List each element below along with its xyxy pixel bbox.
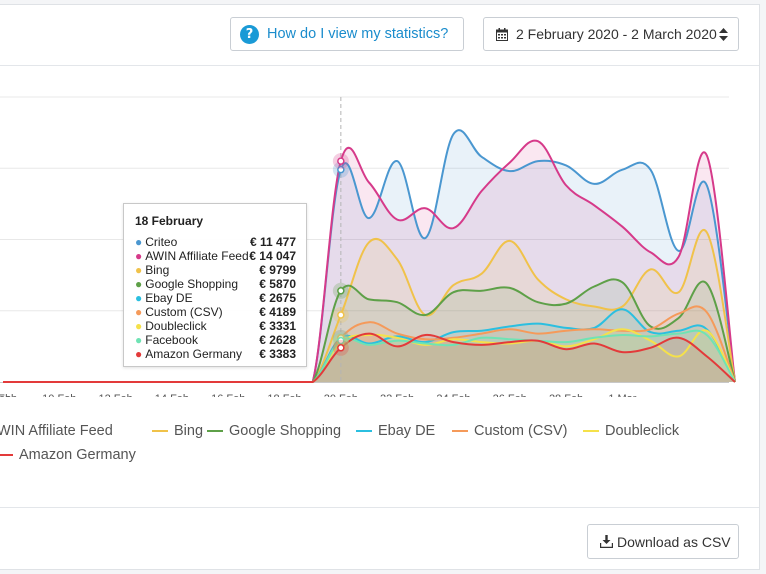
tooltip-series-value: € 5870 <box>259 277 296 291</box>
x-tick-label: 20 Feb <box>324 393 358 397</box>
legend-item[interactable]: Doubleclick <box>583 423 679 439</box>
tooltip-series-value: € 3331 <box>259 319 296 333</box>
series-area <box>3 130 735 382</box>
x-tick-label: 14 Feb <box>155 393 189 397</box>
tooltip-row: ● Facebook € 2628 <box>135 333 296 347</box>
date-range-picker[interactable]: 2 February 2020 - 2 March 2020 <box>483 17 739 51</box>
tooltip-row: ● Custom (CSV) € 4189 <box>135 305 296 319</box>
legend-label: Google Shopping <box>229 423 342 439</box>
tooltip-series-name: AWIN Affiliate Feed <box>145 249 249 263</box>
series-area <box>3 329 735 382</box>
legend-item[interactable]: Ebay DE <box>356 423 435 439</box>
tooltip-dot: ● <box>135 277 143 291</box>
tooltip-series-value: € 9799 <box>259 263 296 277</box>
tooltip-row: ● Ebay DE € 2675 <box>135 291 296 305</box>
tooltip-series-value: € 14 047 <box>249 249 296 263</box>
tooltip-row: ● Criteo € 11 477 <box>135 235 296 249</box>
x-tick-label: 12 Feb <box>98 393 132 397</box>
hover-point <box>337 344 345 352</box>
card-header: ? How do I view my statistics? 2 Februar… <box>0 5 759 66</box>
x-tick-label: 22 Feb <box>380 393 414 397</box>
tooltip-dot: ● <box>135 333 143 347</box>
date-range-label: 2 February 2020 - 2 March 2020 <box>516 26 717 42</box>
tooltip-rows: ● Criteo € 11 477 ● AWIN Affiliate Feed € 14 … <box>135 235 296 361</box>
tooltip-series-value: € 3383 <box>259 347 296 361</box>
x-tick-label: eb <box>0 393 11 397</box>
calendar-icon <box>496 27 508 41</box>
tooltip-series-value: € 2628 <box>259 333 296 347</box>
legend-swatch <box>152 430 168 432</box>
x-tick-label: 16 Feb <box>211 393 245 397</box>
chart-area[interactable]: eb8 Feb 10 Feb 12 Feb 14 Feb 16 Feb 18 Feb 20 … <box>0 67 759 397</box>
tooltip-series-name: Ebay DE <box>145 291 193 305</box>
tooltip-series-value: € 4189 <box>259 305 296 319</box>
legend-swatch <box>452 430 468 432</box>
x-tick-label: 24 Feb <box>436 393 470 397</box>
tooltip-row: ● AWIN Affiliate Feed € 14 047 <box>135 249 296 263</box>
legend-label: Custom (CSV) <box>474 423 568 439</box>
card-footer-divider <box>0 507 759 508</box>
help-statistics-button[interactable]: ? How do I view my statistics? <box>230 17 464 51</box>
legend-label: WIN Affiliate Feed <box>0 423 113 439</box>
x-tick-label: 1 Mar <box>608 393 636 397</box>
series-line <box>3 332 736 383</box>
tooltip-row: ● Doubleclick € 3331 <box>135 319 296 333</box>
tooltip-row: ● Bing € 9799 <box>135 263 296 277</box>
legend-label: Doubleclick <box>605 423 680 439</box>
revenue-area-chart[interactable]: eb8 Feb 10 Feb 12 Feb 14 Feb 16 Feb 18 Feb 20 … <box>0 67 759 397</box>
tooltip-dot: ● <box>135 305 143 319</box>
legend-swatch <box>0 454 13 456</box>
hover-point <box>337 311 345 319</box>
help-statistics-label: How do I view my statistics? <box>267 26 449 42</box>
tooltip-series-name: Google Shopping <box>145 277 238 291</box>
tooltip-series-name: Doubleclick <box>145 319 207 333</box>
sort-icon <box>719 28 728 41</box>
legend-swatch <box>583 430 599 432</box>
tooltip-series-value: € 2675 <box>259 291 296 305</box>
question-circle-icon: ? <box>240 24 259 44</box>
x-tick-label: 18 Feb <box>267 393 301 397</box>
hover-point <box>337 287 345 295</box>
legend-item[interactable]: Custom (CSV) <box>452 423 567 439</box>
legend-label: Amazon Germany <box>19 447 136 463</box>
tooltip-series-name: Criteo <box>145 235 178 249</box>
x-tick-label: 8 Feb <box>0 393 17 397</box>
chart-tooltip: 18 February ● Criteo € 11 477 ● AWIN Affilia… <box>123 203 307 367</box>
tooltip-dot: ● <box>135 347 143 361</box>
tooltip-title: 18 February <box>135 214 204 228</box>
legend-item[interactable]: Amazon Germany <box>0 447 136 463</box>
legend-label: Bing <box>174 423 204 439</box>
tooltip-series-name: Bing <box>145 263 170 277</box>
tooltip-series-name: Amazon Germany <box>145 347 242 361</box>
legend-item[interactable]: Bing <box>152 423 203 439</box>
series-area <box>3 140 735 382</box>
legend-swatch <box>356 430 372 432</box>
tooltip-dot: ● <box>135 235 143 249</box>
tooltip-dot: ● <box>135 263 143 277</box>
statistics-card: ? How do I view my statistics? 2 Februar… <box>0 4 760 570</box>
tooltip-row: ● Google Shopping € 5870 <box>135 277 296 291</box>
legend-item[interactable]: WIN Affiliate Feed <box>0 423 113 439</box>
tooltip-dot: ● <box>135 291 143 305</box>
download-icon <box>600 535 613 548</box>
x-tick-label: 28 Feb <box>549 393 583 397</box>
series-area <box>3 279 735 382</box>
download-csv-label: Download as CSV <box>617 533 731 550</box>
x-tick-label: 10 Feb <box>42 393 76 397</box>
download-csv-button[interactable]: Download as CSV <box>587 524 739 559</box>
tooltip-series-name: Facebook <box>145 333 198 347</box>
hover-point <box>337 157 345 165</box>
legend-item[interactable]: Google Shopping <box>207 423 341 439</box>
hover-point <box>337 165 345 174</box>
legend-label: Ebay DE <box>378 423 436 439</box>
legend-swatch <box>207 430 223 432</box>
tooltip-dot: ● <box>135 319 143 333</box>
tooltip-dot: ● <box>135 249 143 263</box>
tooltip-series-value: € 11 477 <box>249 235 296 249</box>
hover-point <box>337 336 345 345</box>
x-tick-label: 26 Feb <box>493 393 527 397</box>
tooltip-row: ● Amazon Germany € 3383 <box>135 347 296 361</box>
tooltip-series-name: Custom (CSV) <box>145 305 223 319</box>
